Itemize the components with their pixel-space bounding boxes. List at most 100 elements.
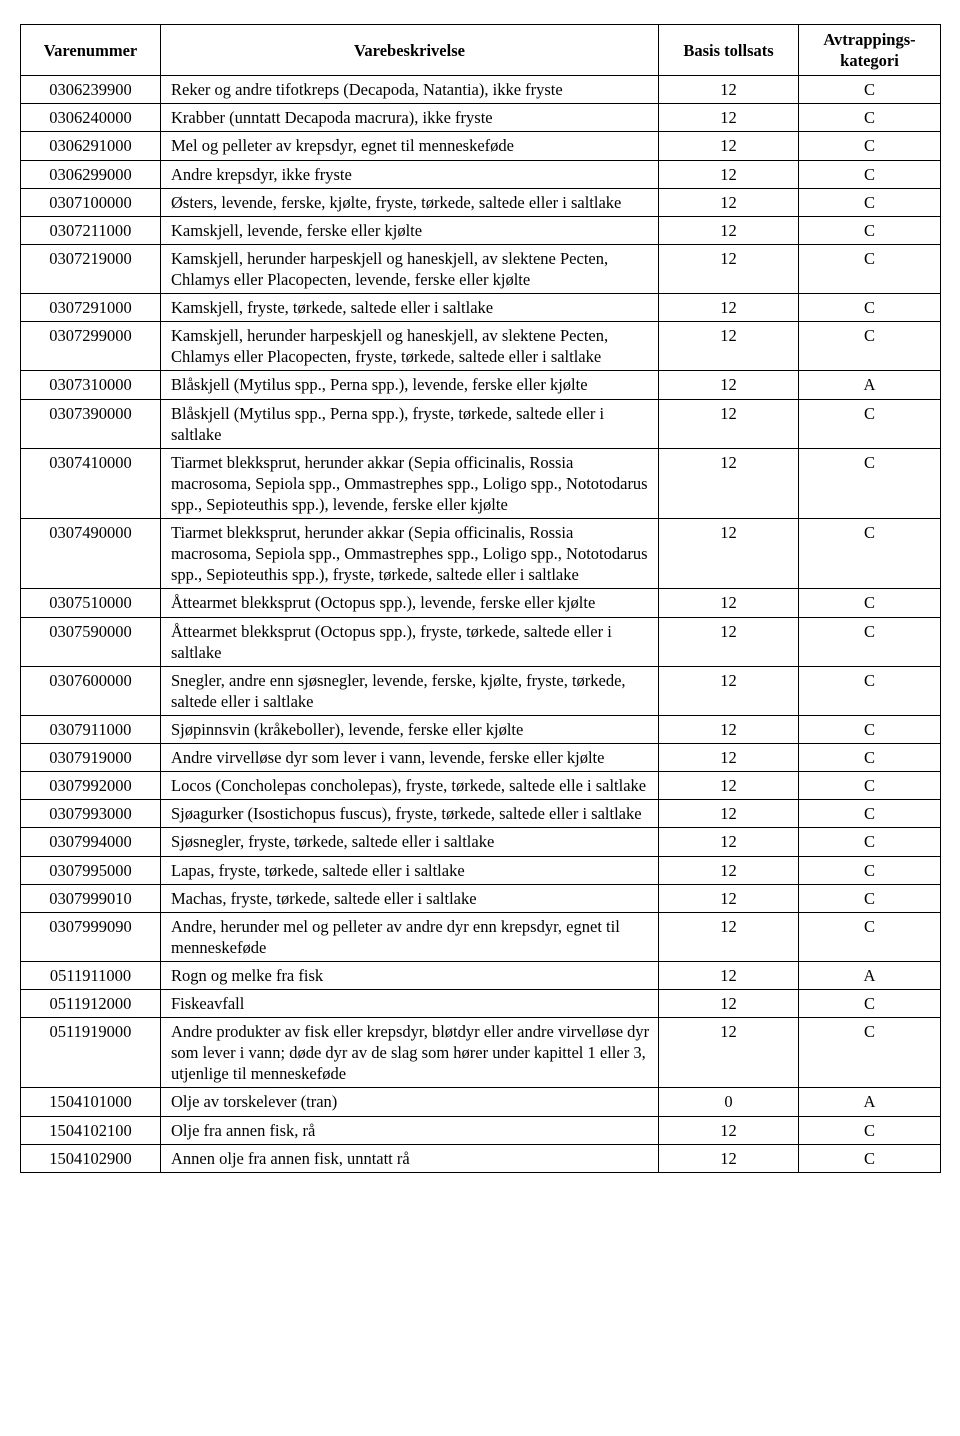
cell-varenummer: 0307919000 [21,744,161,772]
cell-varebeskrivelse: Rogn og melke fra fisk [161,961,659,989]
table-row: 0307993000Sjøagurker (Isostichopus fuscu… [21,800,941,828]
cell-varebeskrivelse: Andre virvelløse dyr som lever i vann, l… [161,744,659,772]
cell-varebeskrivelse: Andre, herunder mel og pelleter av andre… [161,912,659,961]
cell-varebeskrivelse: Locos (Concholepas concholepas), fryste,… [161,772,659,800]
cell-varebeskrivelse: Annen olje fra annen fisk, unntatt rå [161,1144,659,1172]
cell-basis-tollsats: 12 [659,1116,799,1144]
table-row: 0307600000Snegler, andre enn sjøsnegler,… [21,666,941,715]
cell-avtrappingskategori: C [799,1018,941,1088]
cell-varenummer: 1504102900 [21,1144,161,1172]
cell-varebeskrivelse: Blåskjell (Mytilus spp., Perna spp.), le… [161,371,659,399]
cell-basis-tollsats: 12 [659,589,799,617]
table-row: 0307994000Sjøsnegler, fryste, tørkede, s… [21,828,941,856]
cell-varenummer: 0307510000 [21,589,161,617]
cell-varenummer: 0306240000 [21,104,161,132]
cell-basis-tollsats: 12 [659,371,799,399]
cell-basis-tollsats: 12 [659,800,799,828]
cell-avtrappingskategori: C [799,1116,941,1144]
cell-varebeskrivelse: Olje av torskelever (tran) [161,1088,659,1116]
cell-varenummer: 1504102100 [21,1116,161,1144]
table-row: 0307291000Kamskjell, fryste, tørkede, sa… [21,294,941,322]
cell-varebeskrivelse: Østers, levende, ferske, kjølte, fryste,… [161,188,659,216]
cell-varebeskrivelse: Blåskjell (Mytilus spp., Perna spp.), fr… [161,399,659,448]
cell-avtrappingskategori: C [799,216,941,244]
cell-varebeskrivelse: Snegler, andre enn sjøsnegler, levende, … [161,666,659,715]
table-row: 0307919000Andre virvelløse dyr som lever… [21,744,941,772]
cell-avtrappingskategori: C [799,828,941,856]
cell-avtrappingskategori: C [799,399,941,448]
cell-basis-tollsats: 12 [659,715,799,743]
cell-basis-tollsats: 12 [659,990,799,1018]
cell-avtrappingskategori: C [799,448,941,518]
cell-avtrappingskategori: C [799,160,941,188]
table-row: 0307590000Åttearmet blekksprut (Octopus … [21,617,941,666]
cell-avtrappingskategori: C [799,132,941,160]
cell-basis-tollsats: 12 [659,188,799,216]
cell-varebeskrivelse: Andre produkter av fisk eller krepsdyr, … [161,1018,659,1088]
cell-avtrappingskategori: C [799,715,941,743]
cell-avtrappingskategori: C [799,322,941,371]
cell-basis-tollsats: 12 [659,744,799,772]
table-row: 1504102900Annen olje fra annen fisk, unn… [21,1144,941,1172]
cell-varebeskrivelse: Kamskjell, herunder harpeskjell og hanes… [161,322,659,371]
cell-varenummer: 0307600000 [21,666,161,715]
cell-avtrappingskategori: A [799,1088,941,1116]
cell-varenummer: 0307291000 [21,294,161,322]
cell-avtrappingskategori: C [799,990,941,1018]
table-row: 0307219000Kamskjell, herunder harpeskjel… [21,244,941,293]
cell-avtrappingskategori: C [799,744,941,772]
cell-varenummer: 0307994000 [21,828,161,856]
cell-varebeskrivelse: Åttearmet blekksprut (Octopus spp.), lev… [161,589,659,617]
col-header-basis-tollsats: Basis tollsats [659,25,799,76]
table-row: 0306291000Mel og pelleter av krepsdyr, e… [21,132,941,160]
cell-basis-tollsats: 12 [659,912,799,961]
cell-avtrappingskategori: C [799,856,941,884]
cell-varebeskrivelse: Fiskeavfall [161,990,659,1018]
cell-varebeskrivelse: Kamskjell, herunder harpeskjell og hanes… [161,244,659,293]
table-row: 0307310000Blåskjell (Mytilus spp., Perna… [21,371,941,399]
col-header-varenummer: Varenummer [21,25,161,76]
cell-avtrappingskategori: C [799,1144,941,1172]
cell-varebeskrivelse: Sjøagurker (Isostichopus fuscus), fryste… [161,800,659,828]
cell-avtrappingskategori: C [799,244,941,293]
cell-basis-tollsats: 12 [659,322,799,371]
cell-varebeskrivelse: Krabber (unntatt Decapoda macrura), ikke… [161,104,659,132]
tariff-table: Varenummer Varebeskrivelse Basis tollsat… [20,24,941,1173]
cell-varenummer: 0307100000 [21,188,161,216]
cell-varenummer: 0307299000 [21,322,161,371]
col-header-varebeskrivelse: Varebeskrivelse [161,25,659,76]
cell-varebeskrivelse: Sjøsnegler, fryste, tørkede, saltede ell… [161,828,659,856]
cell-varebeskrivelse: Tiarmet blekksprut, herunder akkar (Sepi… [161,519,659,589]
cell-varenummer: 0511911000 [21,961,161,989]
cell-basis-tollsats: 12 [659,132,799,160]
cell-varenummer: 1504101000 [21,1088,161,1116]
cell-avtrappingskategori: C [799,772,941,800]
cell-varebeskrivelse: Kamskjell, levende, ferske eller kjølte [161,216,659,244]
table-row: 0307490000Tiarmet blekksprut, herunder a… [21,519,941,589]
table-row: 0307510000Åttearmet blekksprut (Octopus … [21,589,941,617]
cell-varenummer: 0307490000 [21,519,161,589]
table-row: 0306239900Reker og andre tifotkreps (Dec… [21,76,941,104]
cell-avtrappingskategori: C [799,104,941,132]
cell-varenummer: 0307590000 [21,617,161,666]
cell-basis-tollsats: 12 [659,294,799,322]
cell-varebeskrivelse: Lapas, fryste, tørkede, saltede eller i … [161,856,659,884]
cell-varenummer: 0307410000 [21,448,161,518]
cell-avtrappingskategori: C [799,519,941,589]
cell-basis-tollsats: 12 [659,666,799,715]
table-row: 0511911000Rogn og melke fra fisk12A [21,961,941,989]
cell-basis-tollsats: 12 [659,828,799,856]
cell-avtrappingskategori: C [799,912,941,961]
table-row: 1504101000Olje av torskelever (tran)0A [21,1088,941,1116]
table-row: 0307100000Østers, levende, ferske, kjølt… [21,188,941,216]
cell-avtrappingskategori: C [799,617,941,666]
cell-varenummer: 0307995000 [21,856,161,884]
cell-basis-tollsats: 12 [659,216,799,244]
cell-varenummer: 0306291000 [21,132,161,160]
cell-varenummer: 0307999010 [21,884,161,912]
table-row: 0306299000Andre krepsdyr, ikke fryste12C [21,160,941,188]
cell-varenummer: 0307992000 [21,772,161,800]
cell-basis-tollsats: 12 [659,399,799,448]
cell-avtrappingskategori: A [799,371,941,399]
cell-varenummer: 0307310000 [21,371,161,399]
